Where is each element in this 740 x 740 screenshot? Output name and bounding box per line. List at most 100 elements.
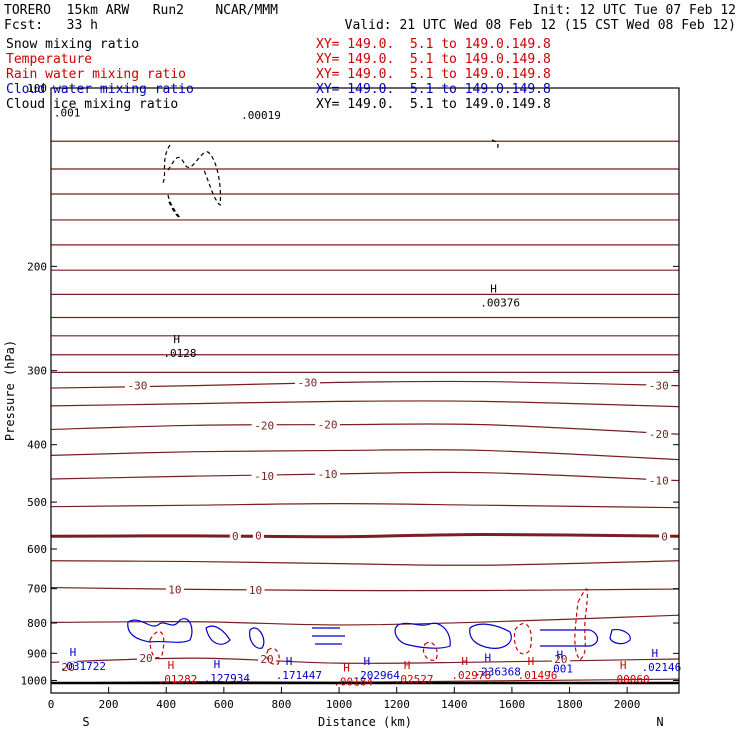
x-tick-label: 400 — [156, 698, 176, 711]
y-axis-title: Pressure (hPa) — [3, 340, 17, 441]
cloud-water-contour — [469, 623, 512, 649]
maximum-value-label: .00376 — [480, 296, 520, 309]
isotherm--10 — [50, 471, 680, 482]
isotherm-label: -20 — [649, 428, 669, 441]
maximum-value-label: .236368 — [474, 665, 520, 678]
x-tick-label: 2000 — [614, 698, 641, 711]
cloud-water-contour — [394, 622, 451, 649]
x-tick-label: 1200 — [383, 698, 410, 711]
field-cloudwater-name: Cloud water mixing ratio — [6, 82, 194, 97]
cloud-water-contour — [312, 627, 345, 645]
isotherm-label-bg — [246, 584, 265, 597]
x-tick-label: 0 — [48, 698, 55, 711]
maximum-h-marker: H — [70, 646, 77, 659]
isotherm-5 — [50, 560, 680, 566]
isotherm-label-bg — [315, 467, 341, 480]
isotherm-label-bg — [229, 529, 241, 542]
maximum-h-marker: H — [286, 655, 293, 668]
y-tick-label: 500 — [27, 496, 47, 509]
field-temp-xy: XY= 149.0. 5.1 to 149.0.149.8 — [316, 52, 551, 67]
y-tick-label: 1000 — [21, 674, 48, 687]
maximum-h-marker: H — [652, 647, 659, 660]
isotherm-label-bg — [124, 379, 150, 392]
y-tick-label: 100 — [27, 82, 47, 95]
isotherm--15 — [50, 449, 680, 461]
maximum-h-marker: H — [556, 649, 563, 662]
isotherm-label: 0 — [255, 529, 262, 542]
y-tick-label: 400 — [27, 439, 47, 452]
snow-contour — [491, 139, 499, 151]
rain-contour — [513, 623, 532, 655]
north-end-label: N — [656, 715, 663, 729]
header-init: Init: 12 UTC Tue 07 Feb 12 — [532, 3, 737, 18]
snow-contour — [167, 194, 181, 219]
isotherm-label: 20 — [62, 661, 75, 674]
maximum-value-label: .171447 — [276, 669, 322, 682]
maximum-h-marker: H — [173, 333, 180, 346]
maximum-h-marker: H — [214, 658, 221, 671]
x-tick-label: 1000 — [326, 698, 353, 711]
maximum-h-marker: H — [461, 655, 468, 668]
isotherm-label: -30 — [649, 380, 669, 393]
maximum-value-label: .00060 — [610, 673, 650, 686]
isotherm-label-bg — [551, 652, 570, 665]
x-tick-label: 200 — [99, 698, 119, 711]
isotherm-label: 10 — [168, 583, 181, 596]
x-tick-label: 1400 — [441, 698, 468, 711]
maximum-value-label: .00184 — [333, 676, 373, 689]
maximum-value-label: .02978 — [451, 669, 491, 682]
isotherm-label: -10 — [254, 470, 274, 483]
maximum-h-marker: H — [343, 662, 350, 675]
header-model: TORERO 15km ARW Run2 NCAR/MMM — [4, 3, 278, 18]
y-tick-label: 800 — [27, 617, 47, 630]
isotherm-label: 0 — [661, 530, 668, 543]
field-rain-name: Rain water mixing ratio — [6, 67, 187, 82]
field-rain-xy: XY= 149.0. 5.1 to 149.0.149.8 — [316, 67, 551, 82]
cloud-water-contour — [249, 627, 265, 649]
cloud-water-contour — [205, 625, 231, 645]
rain-contour — [149, 630, 165, 659]
isotherm-label-bg — [165, 583, 184, 596]
maximum-h-marker: H — [490, 282, 497, 295]
x-axis-title: Distance (km) — [318, 715, 412, 729]
maximum-value-label: .001 — [54, 107, 81, 120]
x-tick-label: 800 — [272, 698, 292, 711]
maximum-value-label: .02146 — [642, 661, 682, 674]
rain-contour — [266, 647, 280, 665]
y-tick-label: 600 — [27, 543, 47, 556]
cloud-water-contour — [127, 618, 193, 643]
maximum-h-marker: H — [404, 659, 411, 672]
maximum-h-marker: H — [528, 655, 535, 668]
snow-contour — [161, 144, 222, 207]
y-tick-label: 300 — [27, 365, 47, 378]
isotherm-label: -10 — [649, 475, 669, 488]
south-end-label: S — [82, 715, 89, 729]
maximum-value-label: .001 — [546, 663, 573, 676]
isotherm--25 — [50, 400, 680, 408]
isotherm-label: -10 — [318, 468, 338, 481]
field-cloudice-xy: XY= 149.0. 5.1 to 149.0.149.8 — [316, 97, 551, 112]
isotherm-label: 20 — [139, 652, 152, 665]
isotherm-label: 0 — [232, 530, 239, 543]
maximum-value-label: .0128 — [163, 347, 196, 360]
isotherm-label: -20 — [254, 419, 274, 432]
isotherm--20 — [50, 423, 680, 435]
isotherm-label-bg — [315, 418, 341, 431]
isotherm-label-bg — [294, 376, 320, 389]
isotherm-label-bg — [137, 652, 156, 665]
isotherm-label: 20 — [554, 653, 567, 666]
maximum-h-marker: H — [363, 655, 370, 668]
maximum-value-label: .031722 — [60, 660, 106, 673]
maximum-h-marker: H — [484, 651, 491, 664]
x-tick-label: 1800 — [556, 698, 583, 711]
isotherm-label: -30 — [127, 380, 147, 393]
maximum-value-label: .02527 — [394, 673, 434, 686]
isotherm-0 — [50, 532, 680, 539]
maximum-value-label: .00019 — [241, 109, 281, 122]
field-cloudice-name: Cloud ice mixing ratio — [6, 97, 179, 112]
maximum-value-label: .01496 — [518, 669, 558, 682]
maximum-h-marker: H — [620, 659, 627, 672]
x-tick-label: 1600 — [499, 698, 526, 711]
isotherm-label-bg — [59, 661, 78, 674]
cloud-water-contour — [540, 629, 599, 647]
